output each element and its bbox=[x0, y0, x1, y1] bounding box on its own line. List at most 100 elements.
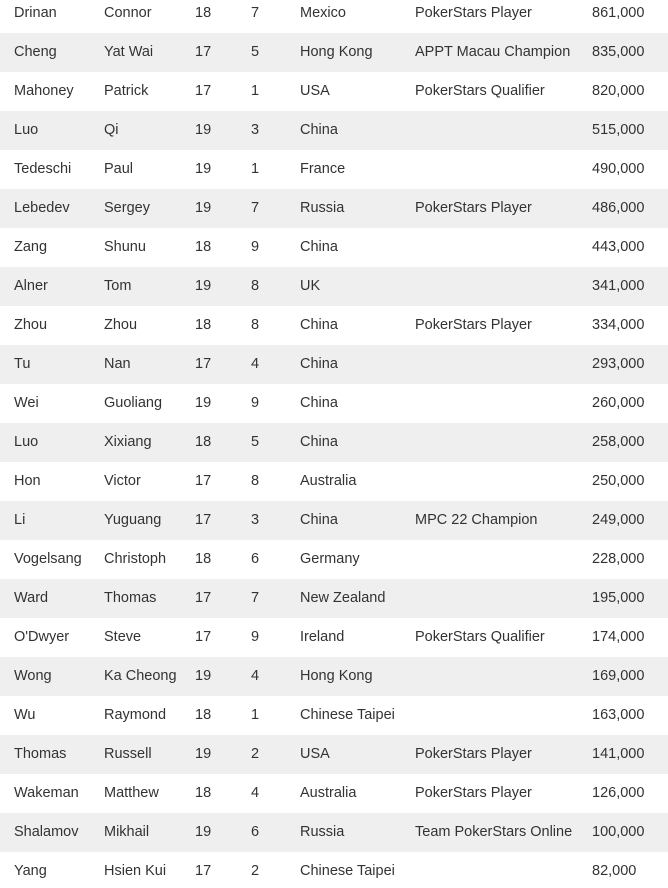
last-cell: Yang bbox=[14, 862, 47, 879]
note-cell: PokerStars Player bbox=[415, 4, 532, 21]
first-cell: Russell bbox=[104, 745, 152, 762]
first-cell: Shunu bbox=[104, 238, 146, 255]
last-cell: Alner bbox=[14, 277, 48, 294]
seat-cell: 4 bbox=[251, 784, 260, 801]
chips-cell: 293,000 bbox=[592, 355, 645, 372]
last-cell: Zang bbox=[14, 238, 48, 255]
table-cell: 18 bbox=[195, 238, 212, 255]
first-cell: Yat Wai bbox=[104, 43, 154, 60]
table-row: Vogelsang Christoph 18 6 Germany 228,000 bbox=[0, 540, 668, 579]
table-cell: 18 bbox=[195, 316, 212, 333]
country-cell: New Zealand bbox=[300, 589, 386, 606]
chips-cell: 195,000 bbox=[592, 589, 645, 606]
first-cell: Yuguang bbox=[104, 511, 162, 528]
table-cell: 19 bbox=[195, 823, 212, 840]
chips-cell: 334,000 bbox=[592, 316, 645, 333]
table-cell: 17 bbox=[195, 82, 212, 99]
chips-cell: 820,000 bbox=[592, 82, 645, 99]
table-row: Alner Tom 19 8 UK 341,000 bbox=[0, 266, 668, 306]
table-row: Thomas Russell 19 2 USA PokerStars Player 141,… bbox=[0, 734, 668, 774]
chips-cell: 163,000 bbox=[592, 706, 645, 723]
table-row: Luo Xixiang 18 5 China 258,000 bbox=[0, 422, 668, 462]
note-cell: Team PokerStars Online bbox=[415, 823, 573, 840]
country-cell: China bbox=[300, 355, 338, 372]
table-cell: 19 bbox=[195, 394, 212, 411]
last-cell: Tedeschi bbox=[14, 160, 72, 177]
seat-cell: 7 bbox=[251, 4, 260, 21]
chips-cell: 82,000 bbox=[592, 862, 637, 879]
chips-cell: 341,000 bbox=[592, 277, 645, 294]
seat-cell: 9 bbox=[251, 238, 260, 255]
last-cell: Vogelsang bbox=[14, 550, 82, 567]
country-cell: USA bbox=[300, 745, 330, 762]
country-cell: Australia bbox=[300, 472, 357, 489]
first-cell: Xixiang bbox=[104, 433, 152, 450]
country-cell: Russia bbox=[300, 823, 345, 840]
table-cell: 17 bbox=[195, 628, 212, 645]
table-row: Ward Thomas 17 7 New Zealand 195,000 bbox=[0, 578, 668, 618]
seat-cell: 7 bbox=[251, 199, 260, 216]
table-cell: 19 bbox=[195, 745, 212, 762]
last-cell: O'Dwyer bbox=[14, 628, 70, 645]
table-cell: 17 bbox=[195, 355, 212, 372]
chips-cell: 249,000 bbox=[592, 511, 645, 528]
table-row: Tu Nan 17 4 China 293,000 bbox=[0, 344, 668, 384]
table-cell: 18 bbox=[195, 550, 212, 567]
chips-cell: 490,000 bbox=[592, 160, 645, 177]
table-row: Zang Shunu 18 9 China 443,000 bbox=[0, 228, 668, 267]
first-cell: Ka Cheong bbox=[104, 667, 177, 684]
country-cell: China bbox=[300, 433, 338, 450]
first-cell: Guoliang bbox=[104, 394, 163, 411]
chips-cell: 515,000 bbox=[592, 121, 645, 138]
first-cell: Matthew bbox=[104, 784, 159, 801]
seat-cell: 4 bbox=[251, 667, 260, 684]
table-cell: 19 bbox=[195, 160, 212, 177]
first-cell: Sergey bbox=[104, 199, 150, 216]
seat-cell: 5 bbox=[251, 433, 260, 450]
table-cell: 19 bbox=[195, 121, 212, 138]
table-row: Shalamov Mikhail 19 6 Russia Team PokerStars … bbox=[0, 812, 668, 852]
seat-cell: 2 bbox=[251, 745, 260, 762]
table-row: Wei Guoliang 19 9 China 260,000 bbox=[0, 384, 668, 423]
seat-cell: 8 bbox=[251, 472, 260, 489]
table-cell: 17 bbox=[195, 862, 212, 879]
seat-cell: 3 bbox=[251, 511, 260, 528]
table-row: Lebedev Sergey 19 7 Russia PokerStars Player 4… bbox=[0, 188, 668, 228]
table-row: Drinan Connor 18 7 Mexico PokerStars Player 86… bbox=[0, 0, 668, 33]
table-row: Li Yuguang 17 3 China MPC 22 Champion 249,000 bbox=[0, 500, 668, 540]
chips-cell: 169,000 bbox=[592, 667, 645, 684]
note-cell: APPT Macau Champion bbox=[415, 43, 571, 60]
first-cell: Victor bbox=[104, 472, 141, 489]
last-cell: Ward bbox=[14, 589, 49, 606]
first-cell: Qi bbox=[104, 121, 119, 138]
country-cell: Germany bbox=[300, 550, 360, 567]
last-cell: Luo bbox=[14, 121, 39, 138]
last-cell: Wong bbox=[14, 667, 52, 684]
last-cell: Li bbox=[14, 511, 26, 528]
chips-cell: 258,000 bbox=[592, 433, 645, 450]
table-cell: 17 bbox=[195, 472, 212, 489]
last-cell: Drinan bbox=[14, 4, 57, 21]
last-cell: Wu bbox=[14, 706, 36, 723]
table-row: Mahoney Patrick 17 1 USA PokerStars Qualifier… bbox=[0, 72, 668, 111]
country-cell: Russia bbox=[300, 199, 345, 216]
first-cell: Connor bbox=[104, 4, 152, 21]
table-row: O'Dwyer Steve 17 9 Ireland PokerStars Qualifi… bbox=[0, 618, 668, 657]
seat-cell: 9 bbox=[251, 394, 260, 411]
chips-cell: 443,000 bbox=[592, 238, 645, 255]
first-cell: Patrick bbox=[104, 82, 149, 99]
last-cell: Shalamov bbox=[14, 823, 79, 840]
last-cell: Hon bbox=[14, 472, 41, 489]
first-cell: Raymond bbox=[104, 706, 167, 723]
country-cell: Chinese Taipei bbox=[300, 862, 395, 879]
country-cell: China bbox=[300, 238, 338, 255]
first-cell: Steve bbox=[104, 628, 142, 645]
seat-cell: 3 bbox=[251, 121, 260, 138]
table-cell: 17 bbox=[195, 589, 212, 606]
last-cell: Tu bbox=[14, 355, 31, 372]
seat-cell: 5 bbox=[251, 43, 260, 60]
chips-cell: 486,000 bbox=[592, 199, 645, 216]
seat-cell: 7 bbox=[251, 589, 260, 606]
country-cell: Ireland bbox=[300, 628, 345, 645]
